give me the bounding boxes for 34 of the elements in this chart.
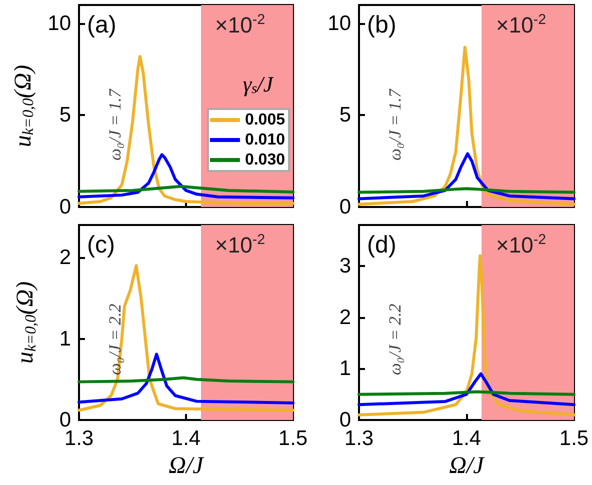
annotation: ω₀/J = 1.7 [106,88,124,161]
annotation: (d) [367,232,396,258]
y-tick-label: 0 [59,196,71,218]
y-tick-label: 2 [59,246,71,269]
annotation: ω₀/J = 2.2 [386,303,404,376]
y-axis-title: uk=0,0(Ω) [10,64,38,148]
annotation: (b) [367,12,396,38]
legend-label: 0.005 [244,112,286,128]
x-axis-title: Ω/J [449,453,486,479]
x-axis-title: Ω/J [168,453,205,479]
x-tick-label: 1.4 [452,427,482,450]
annotation: ω₀/J = 1.7 [386,88,404,161]
annotation: (a) [87,12,116,38]
x-tick-label: 1.5 [278,427,308,450]
y-tick-label: 3 [339,254,351,278]
y-tick-label: 10 [48,12,71,35]
legend-label: 0.030 [244,152,286,168]
x-tick-label: 1.4 [171,427,201,450]
x-tick-label: 1.5 [559,427,589,450]
legend-label: 0.010 [244,132,286,148]
y-tick-label: 2 [339,306,351,329]
y-tick-label: 5 [339,104,351,127]
y-tick-label: 1 [339,357,351,380]
y-axis-title: uk=0,0(Ω) [12,281,40,364]
annotation: ω₀/J = 2.2 [106,303,124,376]
line-series [78,54,294,205]
y-tick-label: 1 [59,327,71,350]
y-tick-label: 5 [59,104,71,127]
y-tick-label: 0 [339,196,351,218]
line-series [78,264,294,412]
legend-title: γs/J [242,72,274,97]
y-tick-label: 10 [328,12,351,35]
annotation: (c) [87,232,115,258]
line-series [358,46,576,206]
